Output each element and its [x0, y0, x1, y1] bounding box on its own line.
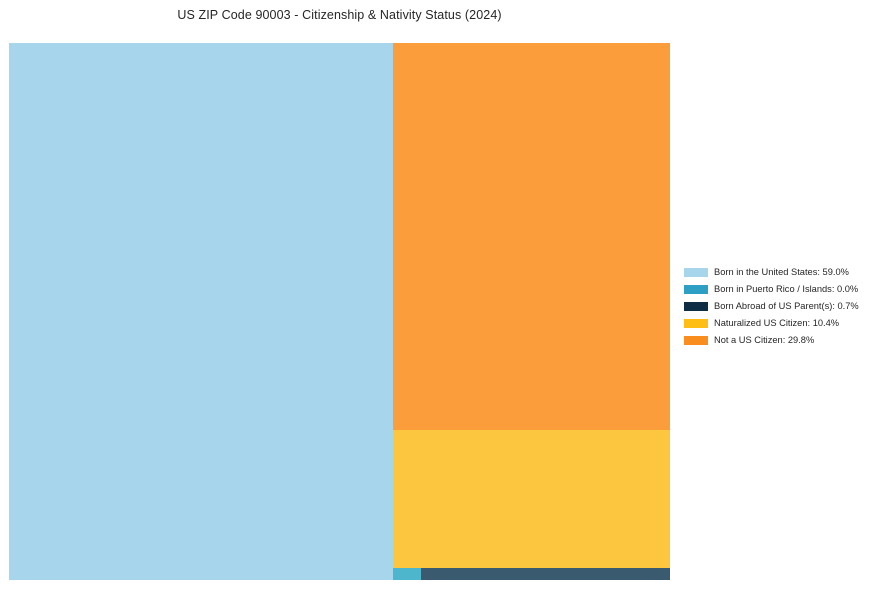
legend-item-label: Not a US Citizen: 29.8% — [714, 335, 815, 345]
mosaic-plot-area — [9, 43, 670, 580]
chart-legend: Born in the United States: 59.0% Born in… — [684, 264, 884, 349]
legend-item-label: Naturalized US Citizen: 10.4% — [714, 318, 840, 328]
legend-swatch-icon — [684, 285, 708, 294]
legend-item-not-a-us-citizen[interactable]: Not a US Citizen: 29.8% — [684, 332, 884, 349]
legend-item-born-in-puerto-rico-islands[interactable]: Born in Puerto Rico / Islands: 0.0% — [684, 281, 884, 298]
legend-swatch-icon — [684, 336, 708, 345]
tile-born-in-puerto-rico-islands[interactable] — [393, 568, 421, 580]
legend-item-born-abroad-of-us-parents[interactable]: Born Abroad of US Parent(s): 0.7% — [684, 298, 884, 315]
chart-title: US ZIP Code 90003 - Citizenship & Nativi… — [177, 8, 502, 22]
tile-naturalized-us-citizen[interactable] — [393, 430, 670, 568]
tile-not-a-us-citizen[interactable] — [393, 43, 670, 430]
legend-item-born-in-the-united-states[interactable]: Born in the United States: 59.0% — [684, 264, 884, 281]
legend-swatch-icon — [684, 302, 708, 311]
tile-born-abroad-of-us-parents[interactable] — [421, 568, 670, 580]
legend-item-label: Born Abroad of US Parent(s): 0.7% — [714, 301, 859, 311]
legend-swatch-icon — [684, 268, 708, 277]
legend-item-label: Born in the United States: 59.0% — [714, 267, 849, 277]
legend-item-naturalized-us-citizen[interactable]: Naturalized US Citizen: 10.4% — [684, 315, 884, 332]
legend-item-label: Born in Puerto Rico / Islands: 0.0% — [714, 284, 859, 294]
tile-born-in-the-united-states[interactable] — [9, 43, 393, 580]
legend-swatch-icon — [684, 319, 708, 328]
